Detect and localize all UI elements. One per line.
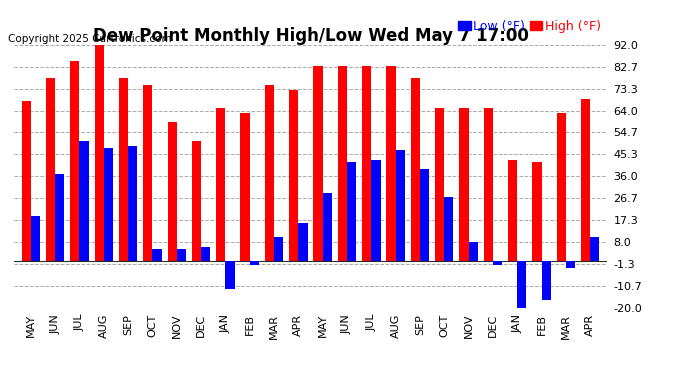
Bar — [347, 162, 356, 261]
Bar — [274, 237, 284, 261]
Bar — [469, 242, 477, 261]
Bar — [79, 141, 89, 261]
Bar — [411, 78, 420, 261]
Bar — [298, 223, 308, 261]
Bar — [152, 249, 161, 261]
Bar — [144, 85, 152, 261]
Bar — [444, 197, 453, 261]
Bar — [508, 160, 518, 261]
Bar — [566, 261, 575, 268]
Bar — [460, 108, 469, 261]
Legend: Low (°F), High (°F): Low (°F), High (°F) — [458, 20, 601, 33]
Bar — [70, 62, 79, 261]
Bar — [557, 113, 566, 261]
Bar — [226, 261, 235, 289]
Bar — [420, 169, 429, 261]
Bar — [104, 148, 113, 261]
Bar — [581, 99, 590, 261]
Text: Copyright 2025 Curtronics.com: Copyright 2025 Curtronics.com — [8, 34, 172, 45]
Bar — [250, 261, 259, 266]
Bar — [31, 216, 40, 261]
Bar — [493, 261, 502, 266]
Bar — [484, 108, 493, 261]
Bar — [386, 66, 395, 261]
Bar — [128, 146, 137, 261]
Bar — [323, 193, 332, 261]
Bar — [168, 122, 177, 261]
Bar — [192, 141, 201, 261]
Bar — [21, 101, 31, 261]
Bar — [55, 174, 64, 261]
Bar — [46, 78, 55, 261]
Bar — [313, 66, 323, 261]
Bar — [435, 108, 444, 261]
Title: Dew Point Monthly High/Low Wed May 7 17:00: Dew Point Monthly High/Low Wed May 7 17:… — [92, 27, 529, 45]
Bar — [371, 160, 381, 261]
Bar — [240, 113, 250, 261]
Bar — [532, 162, 542, 261]
Bar — [95, 43, 103, 261]
Bar — [590, 237, 600, 261]
Bar — [395, 150, 405, 261]
Bar — [177, 249, 186, 261]
Bar — [337, 66, 347, 261]
Bar — [518, 261, 526, 308]
Bar — [119, 78, 128, 261]
Bar — [265, 85, 274, 261]
Bar — [542, 261, 551, 300]
Bar — [362, 66, 371, 261]
Bar — [216, 108, 226, 261]
Bar — [289, 90, 298, 261]
Bar — [201, 247, 210, 261]
